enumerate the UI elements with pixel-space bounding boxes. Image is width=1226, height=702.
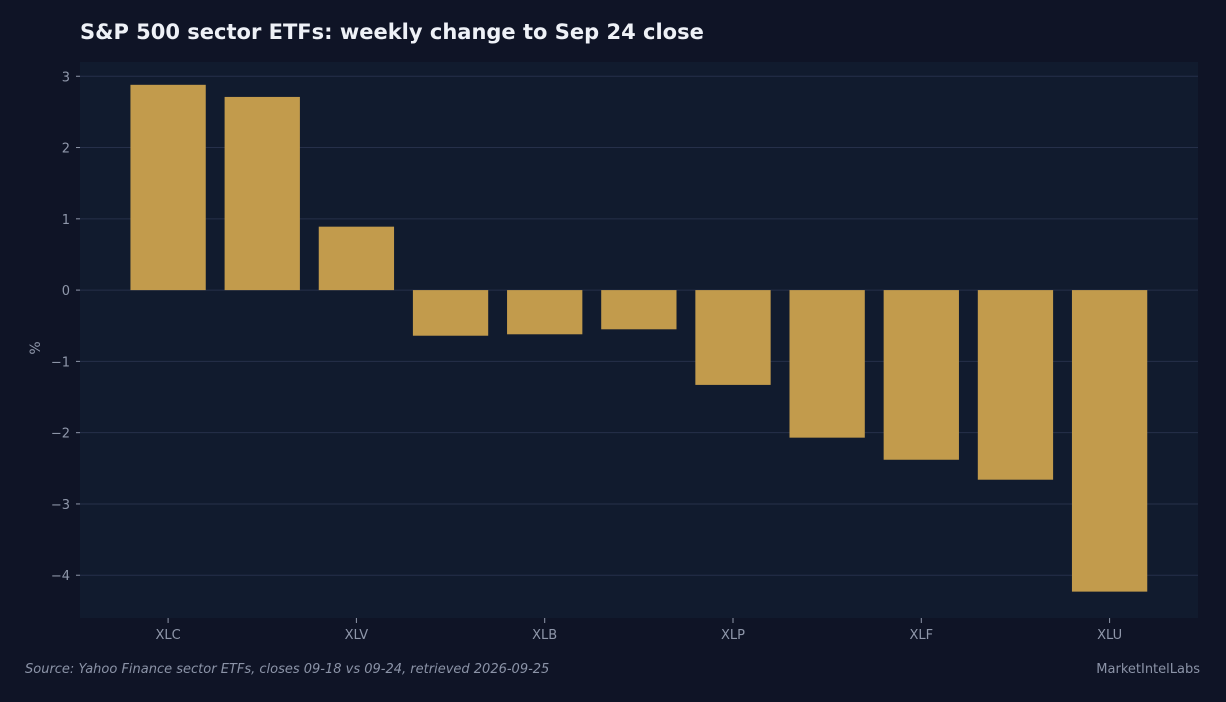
bar [601,290,677,330]
x-tick-label: XLP [721,628,745,643]
bar [695,290,771,385]
y-tick-label: −3 [51,498,70,513]
brand-label: MarketIntelLabs [1096,662,1200,677]
x-tick-label: XLC [155,628,180,643]
y-tick-label: −2 [51,427,70,442]
x-tick-label: XLF [909,628,933,643]
y-axis-label: % [28,341,44,354]
bar [977,290,1054,480]
bar [789,290,865,438]
bar [318,226,395,291]
x-tick-label: XLU [1097,628,1122,643]
bar [883,290,959,460]
bar [130,84,206,291]
chart-title: S&P 500 sector ETFs: weekly change to Se… [80,20,704,44]
bar [412,290,489,336]
y-tick-label: 2 [62,142,70,157]
x-tick-label: XLV [345,628,369,643]
source-note: Source: Yahoo Finance sector ETFs, close… [25,662,550,677]
x-axis-ticks: XLC XLV XLB XLP XLF XLU [155,618,1122,643]
y-tick-label: 0 [62,284,70,299]
bar [224,96,300,291]
y-tick-label: −4 [51,569,70,584]
y-tick-label: −1 [51,355,70,370]
y-tick-label: 1 [62,213,70,228]
x-tick-label: XLB [532,628,557,643]
bars [130,84,1148,592]
y-tick-label: 3 [62,70,70,85]
bar [1071,290,1148,592]
bar [507,290,583,335]
y-axis-ticks: 3 2 1 0 −1 −2 −3 −4 [51,70,80,584]
